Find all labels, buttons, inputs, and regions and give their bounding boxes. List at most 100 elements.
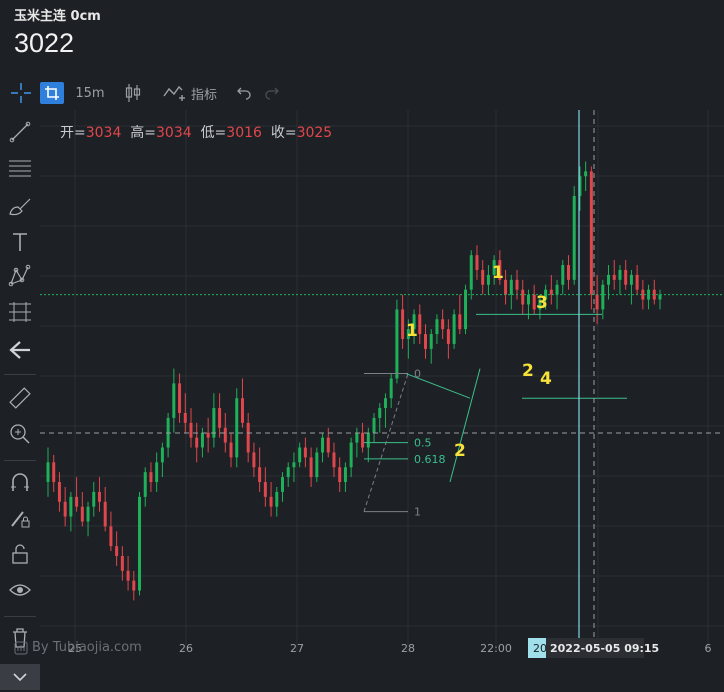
candle-body [287, 467, 290, 477]
candle-body [81, 507, 84, 522]
wave-label: 3 [536, 293, 548, 313]
candle-body [395, 309, 398, 378]
header: 玉米主连 0cm 3022 [0, 0, 724, 76]
wave-label: 4 [540, 369, 552, 389]
brush-tool[interactable] [6, 192, 34, 220]
magnet-tool[interactable] [6, 468, 34, 496]
candlestick-icon [124, 83, 142, 103]
candle-body [350, 443, 353, 468]
candle-body [109, 526, 112, 546]
undo-button[interactable] [234, 82, 254, 104]
candle-body [481, 270, 484, 285]
candle-body [435, 319, 438, 334]
collapse-toolbar-button[interactable] [0, 664, 40, 690]
toolbar-divider [4, 616, 36, 617]
candle-body [584, 171, 587, 176]
candle-body [590, 171, 593, 294]
candle-body [47, 462, 50, 482]
unlock-icon [10, 543, 30, 565]
redo-button[interactable] [262, 82, 282, 104]
candle-body [607, 275, 610, 285]
x-tick-label: 27 [290, 642, 304, 655]
candle-body [315, 452, 318, 477]
lock-drawing-tool[interactable] [6, 504, 34, 532]
candle-body [430, 334, 433, 349]
candle-body [104, 502, 107, 527]
candle-body [155, 462, 158, 482]
close-label: 收= [271, 125, 297, 141]
x-tick-label: 26 [179, 642, 193, 655]
crop-icon [44, 85, 60, 101]
candle-body [659, 295, 662, 300]
candle-body [144, 472, 147, 497]
candle-body [98, 492, 101, 502]
unlock-tool[interactable] [6, 540, 34, 568]
trend-line-tool[interactable] [6, 118, 34, 146]
candle-body [258, 467, 261, 482]
candle-body [338, 467, 341, 482]
candle-body [161, 448, 164, 463]
candle-body [121, 556, 124, 571]
close-value: 3025 [297, 125, 333, 141]
zoom-tool[interactable] [6, 420, 34, 448]
fib-tool[interactable] [6, 298, 34, 326]
pattern-icon [8, 264, 32, 288]
candle-body [195, 438, 198, 448]
text-tool[interactable] [6, 228, 34, 256]
visibility-tool[interactable] [6, 576, 34, 604]
eye-icon [9, 582, 31, 598]
ruler-tool[interactable] [6, 384, 34, 412]
candle-body [550, 290, 553, 295]
candle-body [270, 497, 273, 507]
candle-body [361, 433, 364, 448]
trend-line-icon [9, 121, 31, 143]
candle-type-button[interactable] [122, 82, 144, 104]
ohlc-legend: 开=3034 高=3034 低=3016 收=3025 [60, 122, 332, 142]
candle-body [441, 319, 444, 329]
crop-tool-button[interactable] [40, 82, 64, 104]
candle-body [64, 502, 67, 517]
candle-body [556, 285, 559, 295]
candle-body [521, 290, 524, 305]
arrow-left-icon [9, 340, 31, 360]
crosshair-icon [10, 82, 32, 104]
candle-body [281, 477, 284, 492]
candle-body [127, 571, 130, 581]
candle-body [613, 275, 616, 280]
watermark-text: By Tubiaojia.com [32, 640, 142, 655]
undo-icon [236, 86, 252, 100]
pattern-line [450, 369, 480, 482]
pencil-lock-icon [9, 507, 31, 529]
candle-body [58, 482, 61, 502]
candle-body [458, 314, 461, 329]
candle-body [115, 546, 118, 556]
candle-body [87, 507, 90, 522]
brush-icon [8, 195, 32, 217]
interval-button[interactable]: 15m [72, 82, 108, 104]
candle-body [201, 433, 204, 448]
candle-body [464, 290, 467, 329]
candle-body [218, 408, 221, 428]
wave-label: 1 [406, 321, 418, 341]
wave-label: 2 [454, 441, 466, 461]
candle-body [92, 492, 95, 507]
indicator-button[interactable]: 指标 [158, 82, 222, 104]
candle-body [561, 265, 564, 285]
candle-body [275, 492, 278, 507]
x-tick-label: 28 [401, 642, 415, 655]
candle-body [516, 280, 519, 290]
fib-level-label: 0.5 [414, 437, 432, 450]
back-tool[interactable] [6, 336, 34, 364]
horizontal-lines-tool[interactable] [6, 154, 34, 182]
pattern-tool[interactable] [6, 262, 34, 290]
candle-body [310, 457, 313, 477]
toolbar-divider [4, 460, 36, 461]
candle-body [327, 438, 330, 453]
fib-level-label: 0.618 [414, 453, 446, 466]
candle-body [384, 398, 387, 408]
crosshair-tool-button[interactable] [8, 82, 34, 104]
candle-body [378, 408, 381, 418]
candlestick-chart[interactable]: 0 0.5 0.618 1 1 2 1 2 3 4 25 26 27 28 22:00 6 20 2022-05-… [40, 110, 724, 662]
candle-body [504, 280, 507, 295]
fib-level-label: 1 [414, 506, 421, 519]
